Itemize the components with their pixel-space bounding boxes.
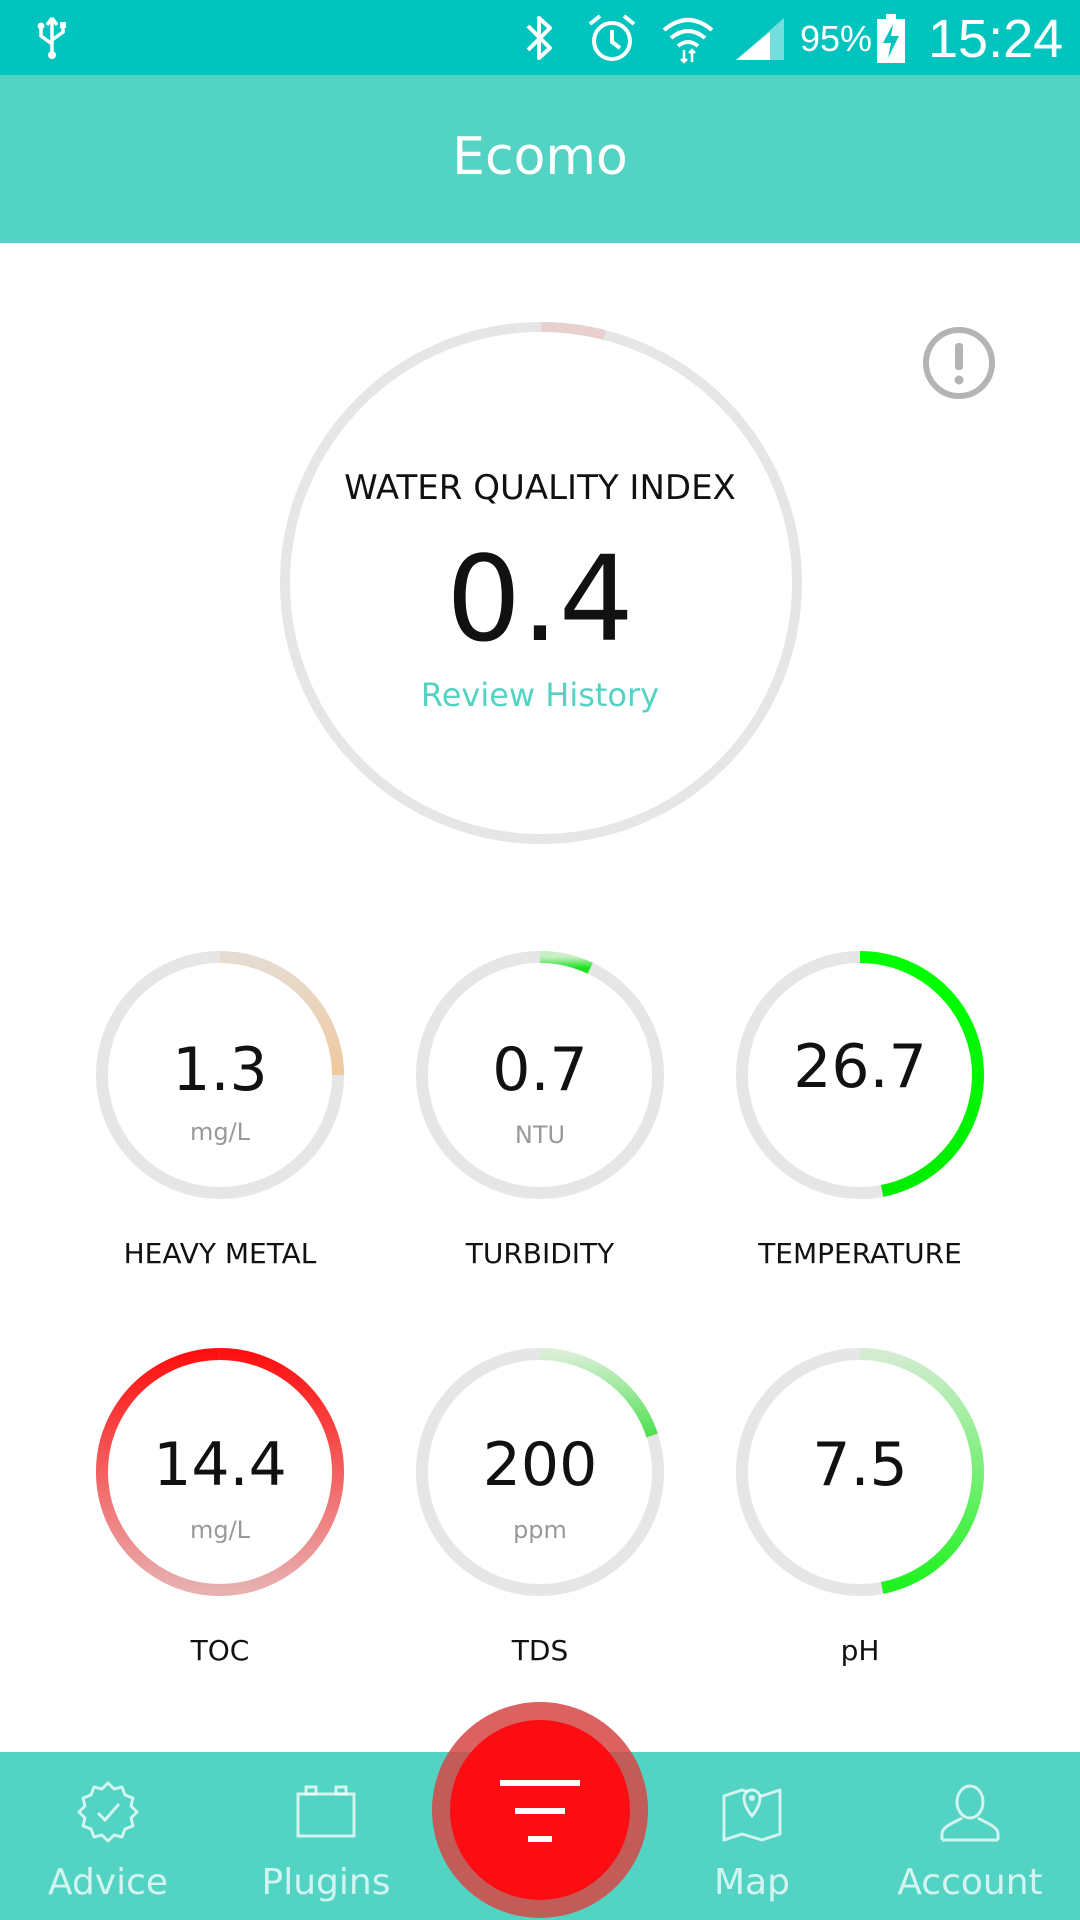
metric-label: TEMPERATURE — [758, 1237, 962, 1270]
user-icon — [940, 1784, 1000, 1842]
metric-gauge[interactable] — [734, 949, 986, 1201]
battery-charging-icon — [877, 14, 905, 63]
filter-fab-inner — [450, 1720, 630, 1900]
gauge-fill-arc — [539, 1348, 658, 1438]
nav-account-label: Account — [897, 1862, 1043, 1903]
water-quality-value: 0.4 — [446, 530, 634, 668]
usb-icon — [37, 16, 66, 59]
alarm-icon — [588, 14, 636, 61]
gauge-fill-arc — [539, 951, 593, 974]
wifi-icon — [662, 18, 714, 64]
clock: 15:24 — [928, 9, 1064, 69]
alert-info-icon[interactable] — [922, 326, 996, 400]
filter-icon — [500, 1780, 580, 1842]
metric-ring — [736, 1348, 984, 1596]
metric-gauge[interactable] — [734, 1346, 986, 1598]
map-pin-icon — [722, 1788, 782, 1842]
metric-label: TOC — [190, 1634, 250, 1667]
nav-advice-label: Advice — [47, 1862, 169, 1903]
metric-ring — [96, 1348, 344, 1596]
nav-map[interactable]: Map — [652, 1752, 852, 1920]
gauge-fill-arc — [540, 322, 606, 340]
nav-plugins-label: Plugins — [261, 1862, 391, 1903]
metric-value: 1.3 — [172, 1035, 268, 1105]
metric-unit: mg/L — [189, 1118, 251, 1146]
app-title: Ecomo — [452, 127, 628, 187]
metric-gauge[interactable] — [94, 949, 346, 1201]
metric-label: HEAVY METAL — [123, 1237, 317, 1270]
metric-ring — [416, 1348, 664, 1596]
metric-label: TURBIDITY — [465, 1237, 615, 1270]
water-quality-title: WATER QUALITY INDEX — [344, 468, 736, 508]
gauge-fill-arc — [859, 1348, 984, 1594]
battery-plugin-icon — [296, 1785, 356, 1838]
metric-value: 200 — [482, 1430, 598, 1500]
metric-value: 7.5 — [812, 1430, 908, 1500]
metric-ring — [736, 951, 984, 1199]
gauge-fill-arc — [96, 1348, 344, 1596]
metric-unit: mg/L — [189, 1516, 251, 1544]
metric-label: TDS — [511, 1634, 569, 1667]
signal-icon — [736, 18, 784, 60]
metric-ring — [416, 951, 664, 1199]
nav-map-label: Map — [714, 1862, 790, 1903]
metric-unit: ppm — [513, 1516, 567, 1544]
metric-gauge[interactable] — [414, 1346, 666, 1598]
metric-gauge[interactable] — [94, 1346, 346, 1598]
filter-fab-button[interactable] — [432, 1702, 648, 1918]
metric-label: pH — [840, 1634, 880, 1667]
status-bar: 95% 15:24 — [0, 0, 1080, 75]
nav-account[interactable]: Account — [870, 1752, 1070, 1920]
metric-value: 0.7 — [492, 1035, 588, 1105]
metric-value: 26.7 — [793, 1032, 927, 1102]
app-bar: Ecomo — [0, 75, 1080, 243]
metric-unit: NTU — [514, 1121, 566, 1149]
metric-gauge[interactable] — [414, 949, 666, 1201]
nav-plugins[interactable]: Plugins — [226, 1752, 426, 1920]
review-history-link[interactable]: Review History — [420, 676, 660, 714]
metric-ring — [96, 951, 344, 1199]
badge-check-icon — [77, 1781, 139, 1843]
water-quality-ring — [280, 322, 802, 844]
gauge-fill-arc — [219, 951, 344, 1076]
battery-percent: 95% — [800, 18, 873, 59]
water-quality-gauge — [278, 320, 804, 846]
gauge-fill-arc — [859, 951, 984, 1197]
bluetooth-icon — [526, 16, 552, 60]
nav-advice[interactable]: Advice — [8, 1752, 208, 1920]
metric-value: 14.4 — [153, 1430, 287, 1500]
